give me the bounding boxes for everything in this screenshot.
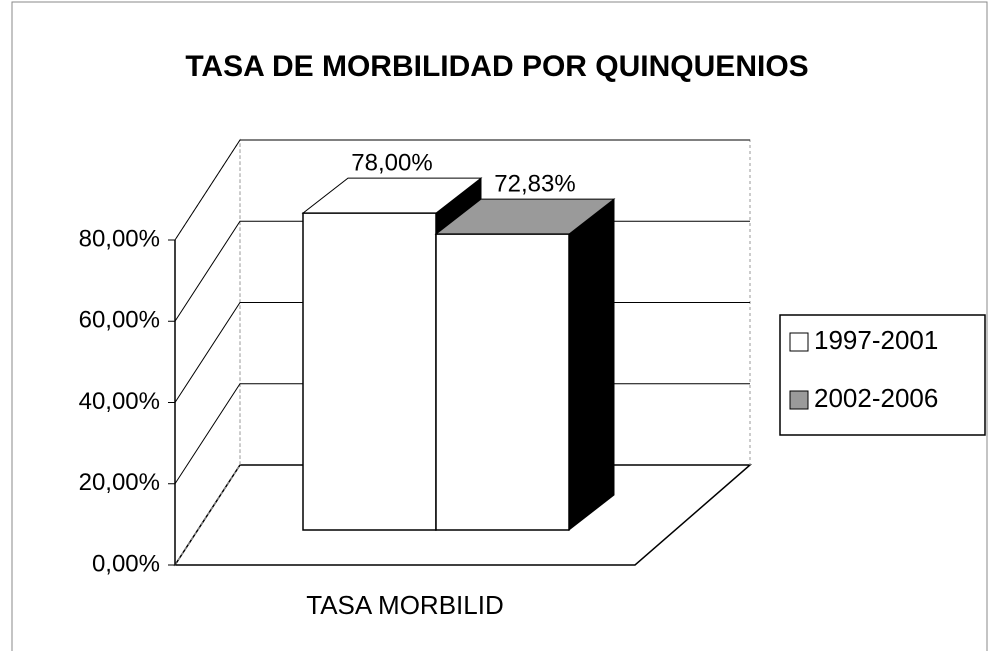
legend	[779, 314, 986, 436]
y-tick-label: 60,00%	[79, 307, 160, 334]
x-tick-label: TASA MORBILID	[306, 590, 503, 620]
y-tick-label: 20,00%	[79, 469, 160, 496]
data-label: 72,83%	[494, 170, 575, 197]
chart-title: TASA DE MORBILIDAD POR QUINQUENIOS	[185, 50, 808, 83]
bar-front	[435, 233, 570, 531]
bar-side	[568, 198, 615, 532]
y-tick-label: 0,00%	[92, 550, 160, 577]
legend-label: 1997-2001	[814, 325, 938, 355]
grid-line	[174, 139, 750, 241]
bar-front	[302, 212, 437, 531]
legend-swatch	[789, 332, 809, 352]
y-tick-label: 40,00%	[79, 388, 160, 415]
legend-swatch	[789, 390, 809, 410]
legend-label: 2002-2006	[814, 383, 938, 413]
y-tick-label: 80,00%	[79, 225, 160, 252]
data-label: 78,00%	[351, 149, 432, 176]
